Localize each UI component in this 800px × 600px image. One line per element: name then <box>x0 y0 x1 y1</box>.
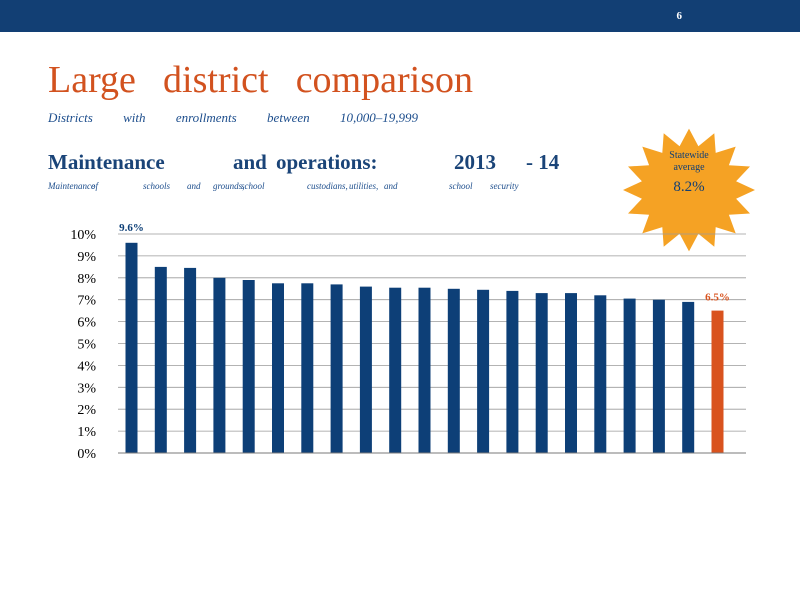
description-part: security <box>490 181 519 191</box>
bar <box>389 287 402 453</box>
bar <box>477 289 490 453</box>
y-tick-label: 3% <box>77 381 96 396</box>
description-part: school <box>241 181 265 191</box>
subtitle-word: 10,000–19,999 <box>339 110 418 125</box>
bar <box>652 299 665 453</box>
title-word: district <box>163 59 269 101</box>
description-part: custodians, <box>307 181 348 191</box>
data-labels: 9.6% 6.5% <box>119 222 730 304</box>
bar <box>359 286 372 453</box>
slide-title: Large district comparison <box>48 58 473 102</box>
bar <box>506 290 519 453</box>
bar-highlight <box>711 310 724 453</box>
subtitle-word: with <box>123 110 146 125</box>
heading-part: and <box>233 150 267 174</box>
description-part: utilities, <box>349 181 379 191</box>
page-number: 6 <box>676 10 683 22</box>
y-tick-label: 0% <box>77 447 96 462</box>
y-axis-ticks: 0% 1% 2% 3% 4% 5% 6% 7% 8% 9% 10% <box>70 228 96 462</box>
bar <box>213 277 226 453</box>
top-banner: 6 <box>0 0 800 32</box>
heading-part: operations: <box>276 150 378 174</box>
y-tick-label: 8% <box>77 272 96 287</box>
grid-lines <box>118 233 746 432</box>
description-part: grounds, <box>213 181 245 191</box>
y-tick-label: 2% <box>77 403 96 418</box>
starburst-shape <box>623 128 755 252</box>
bar <box>535 293 548 453</box>
statewide-label: Statewide <box>669 150 709 161</box>
bar <box>125 242 138 453</box>
bar <box>447 288 460 454</box>
y-tick-label: 5% <box>77 338 96 353</box>
subtitle-word: Districts <box>48 110 93 125</box>
data-label: 9.6% <box>119 222 144 234</box>
description-part: of <box>91 181 99 191</box>
y-tick-label: 1% <box>77 425 96 440</box>
bar <box>242 280 255 453</box>
heading-part: Maintenance <box>48 150 165 174</box>
y-tick-label: 4% <box>77 359 96 374</box>
statewide-value: 8.2% <box>673 179 705 195</box>
bar <box>184 267 197 453</box>
slide-subtitle: Districts with enrollments between 10,00… <box>48 110 418 126</box>
bars <box>125 242 724 454</box>
bar <box>272 283 284 453</box>
description-part: schools <box>143 181 170 191</box>
average-label: average <box>673 162 705 173</box>
bar <box>682 301 695 453</box>
y-tick-label: 10% <box>70 228 96 243</box>
bar <box>623 298 636 453</box>
bar <box>594 295 607 453</box>
subtitle-word: between <box>267 110 310 125</box>
bar <box>565 293 577 453</box>
subtitle-range-start: 10,000 <box>339 110 376 125</box>
subtitle-range-end: 19,999 <box>382 110 418 125</box>
y-tick-label: 6% <box>77 316 96 331</box>
description-part: and <box>384 181 398 191</box>
heading-part: 2013 <box>454 150 496 174</box>
y-tick-label: 9% <box>77 250 96 265</box>
description-part: school <box>449 181 473 191</box>
data-label: 6.5% <box>705 292 730 304</box>
title-word: Large <box>48 59 136 101</box>
bar <box>418 287 431 453</box>
bar <box>154 266 167 453</box>
bar <box>330 284 343 453</box>
description-part: Maintenance <box>48 181 95 191</box>
title-word: comparison <box>295 59 473 101</box>
heading-part: - 14 <box>526 150 560 174</box>
subtitle-word: enrollments <box>175 110 237 125</box>
bar <box>301 283 314 453</box>
y-tick-label: 7% <box>77 294 96 309</box>
statewide-starburst <box>623 128 755 252</box>
statewide-average-callout: Statewide average 8.2% <box>614 150 764 198</box>
description-part: and <box>187 181 201 191</box>
